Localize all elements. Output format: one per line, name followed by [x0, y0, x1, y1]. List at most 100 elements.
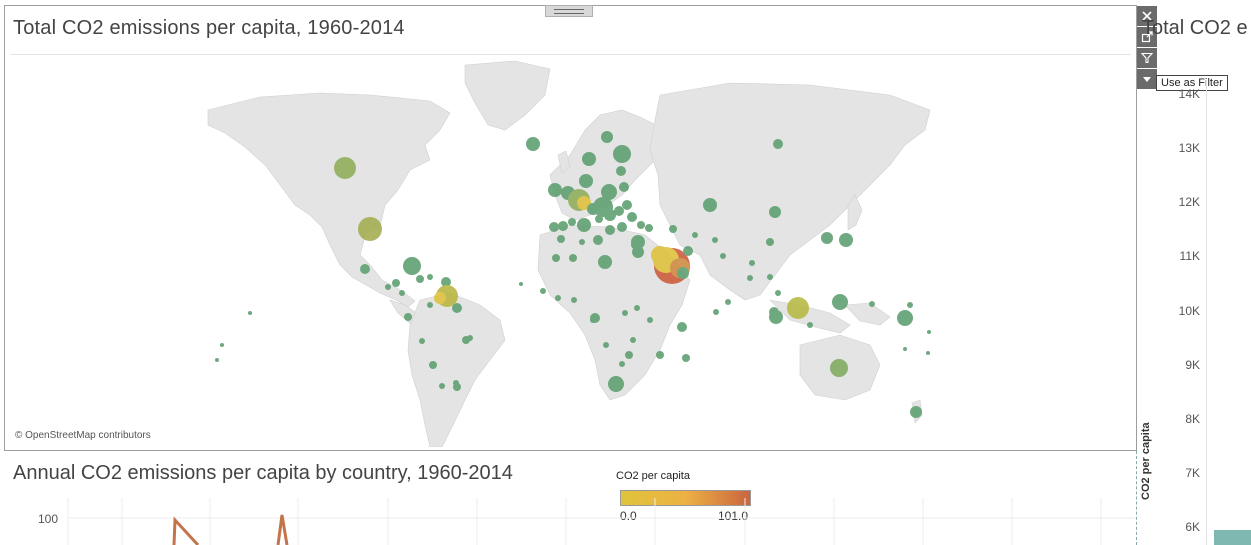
- bubble[interactable]: [416, 275, 424, 283]
- bubble[interactable]: [634, 305, 640, 311]
- bubble[interactable]: [769, 206, 781, 218]
- filter-icon[interactable]: [1137, 48, 1157, 68]
- drag-handle[interactable]: [545, 5, 593, 17]
- bubble[interactable]: [632, 246, 644, 258]
- bubble[interactable]: [419, 338, 425, 344]
- bubble[interactable]: [334, 157, 356, 179]
- country-line[interactable]: [276, 514, 289, 545]
- bubble[interactable]: [248, 311, 252, 315]
- bubble[interactable]: [427, 302, 433, 308]
- bubble[interactable]: [839, 233, 853, 247]
- bubble[interactable]: [452, 303, 462, 313]
- bubble[interactable]: [358, 217, 382, 241]
- co2-bubbles[interactable]: [215, 131, 931, 418]
- bubble[interactable]: [441, 277, 451, 287]
- bubble[interactable]: [907, 302, 913, 308]
- bubble[interactable]: [747, 275, 753, 281]
- bubble[interactable]: [749, 260, 755, 266]
- bubble[interactable]: [645, 224, 653, 232]
- bubble[interactable]: [869, 301, 875, 307]
- bubble[interactable]: [579, 239, 585, 245]
- bubble[interactable]: [720, 253, 726, 259]
- bubble[interactable]: [403, 257, 421, 275]
- bubble[interactable]: [927, 330, 931, 334]
- bubble[interactable]: [807, 322, 813, 328]
- bubble[interactable]: [604, 209, 616, 221]
- bubble[interactable]: [439, 383, 445, 389]
- bubble[interactable]: [775, 290, 781, 296]
- line-chart-area[interactable]: [0, 490, 1135, 545]
- bubble[interactable]: [627, 212, 637, 222]
- bubble[interactable]: [392, 279, 400, 287]
- map-svg[interactable]: [10, 55, 1131, 447]
- bubble[interactable]: [725, 299, 731, 305]
- bubble[interactable]: [625, 351, 633, 359]
- bubble[interactable]: [399, 290, 405, 296]
- close-icon[interactable]: [1137, 6, 1157, 26]
- bubble[interactable]: [682, 354, 690, 362]
- bubble[interactable]: [605, 225, 615, 235]
- bubble[interactable]: [897, 310, 913, 326]
- bubble[interactable]: [767, 274, 773, 280]
- bubble[interactable]: [360, 264, 370, 274]
- bubble[interactable]: [622, 200, 632, 210]
- bubble[interactable]: [540, 288, 546, 294]
- bubble[interactable]: [631, 235, 645, 249]
- bubble[interactable]: [453, 380, 459, 386]
- bubble[interactable]: [590, 317, 596, 323]
- bubble[interactable]: [619, 182, 629, 192]
- bubble[interactable]: [215, 358, 219, 362]
- pop-out-icon[interactable]: [1137, 27, 1157, 47]
- bubble[interactable]: [548, 183, 562, 197]
- bubble[interactable]: [429, 361, 437, 369]
- bubble[interactable]: [617, 222, 627, 232]
- bubble[interactable]: [552, 254, 560, 262]
- bubble[interactable]: [619, 361, 625, 367]
- color-legend-gradient[interactable]: [620, 490, 751, 506]
- bubble[interactable]: [830, 359, 848, 377]
- bubble[interactable]: [622, 310, 628, 316]
- bubble[interactable]: [593, 235, 603, 245]
- bubble[interactable]: [519, 282, 523, 286]
- bubble[interactable]: [910, 406, 922, 418]
- bubble[interactable]: [601, 184, 617, 200]
- bubble[interactable]: [577, 218, 591, 232]
- bubble[interactable]: [598, 255, 612, 269]
- bubble[interactable]: [467, 335, 473, 341]
- bubble[interactable]: [569, 254, 577, 262]
- bubble[interactable]: [571, 297, 577, 303]
- bubble[interactable]: [712, 237, 718, 243]
- bubble[interactable]: [769, 310, 783, 324]
- bubble[interactable]: [703, 198, 717, 212]
- bubble[interactable]: [637, 221, 645, 229]
- bubble[interactable]: [677, 322, 687, 332]
- bubble[interactable]: [568, 218, 576, 226]
- bubble[interactable]: [557, 235, 565, 243]
- country-line[interactable]: [172, 516, 200, 545]
- bubble[interactable]: [773, 139, 783, 149]
- bubble[interactable]: [669, 225, 677, 233]
- bubble[interactable]: [630, 337, 636, 343]
- bubble[interactable]: [601, 131, 613, 143]
- bubble[interactable]: [926, 351, 930, 355]
- bubble[interactable]: [766, 238, 774, 246]
- bubble[interactable]: [821, 232, 833, 244]
- bubble[interactable]: [903, 347, 907, 351]
- bubble[interactable]: [220, 343, 224, 347]
- bubble[interactable]: [555, 295, 561, 301]
- more-options-icon[interactable]: [1137, 69, 1157, 89]
- bubble[interactable]: [579, 174, 593, 188]
- bubble[interactable]: [385, 284, 391, 290]
- bar-mark[interactable]: [1214, 530, 1251, 545]
- bubble[interactable]: [613, 145, 631, 163]
- bubble[interactable]: [683, 246, 693, 256]
- bubble[interactable]: [526, 137, 540, 151]
- bubble[interactable]: [656, 351, 664, 359]
- bubble[interactable]: [647, 317, 653, 323]
- bubble[interactable]: [434, 292, 446, 304]
- bubble[interactable]: [427, 274, 433, 280]
- bubble[interactable]: [832, 294, 848, 310]
- bubble[interactable]: [677, 267, 689, 279]
- osm-credit[interactable]: © OpenStreetMap contributors: [15, 430, 151, 441]
- bubble[interactable]: [787, 297, 809, 319]
